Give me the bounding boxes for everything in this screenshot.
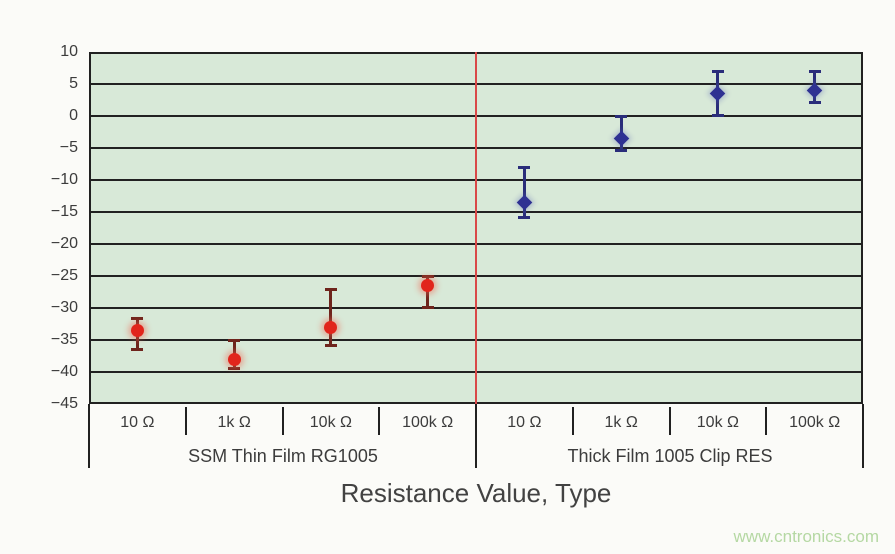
y-axis-tick-label: −35 (50, 331, 78, 348)
y-axis-tick-label: 0 (69, 107, 78, 124)
x-axis-tick-label: 10 Ω (507, 414, 542, 431)
error-bar-cap-bottom (131, 347, 144, 351)
group-label-thin-film: SSM Thin Film RG1005 (188, 446, 378, 466)
x-axis-tick-label: 100k Ω (789, 414, 841, 431)
error-bar-cap-bottom (421, 306, 434, 309)
y-axis-tick-label: 5 (69, 75, 78, 92)
x-axis-tick-label: 100k Ω (402, 414, 454, 431)
error-bar (426, 276, 430, 308)
group-label-thick-film: Thick Film 1005 Clip RES (567, 446, 773, 466)
category-separator (668, 407, 671, 435)
error-bar-cap-bottom (518, 216, 531, 220)
axis-band-group-line (88, 404, 90, 468)
data-point-circle (324, 320, 338, 334)
x-axis-tick-label: 1k Ω (217, 414, 251, 431)
y-axis-tick-label: −5 (59, 139, 78, 156)
error-bar-cap-top (711, 70, 724, 74)
error-bar-cap-bottom (808, 101, 821, 105)
group-divider-line (475, 52, 477, 404)
axis-band-group-line (862, 404, 864, 468)
error-bar-cap-top (518, 166, 531, 170)
y-axis-tick-label: −30 (50, 299, 78, 316)
data-point-circle (227, 352, 241, 366)
error-bar-cap-top (324, 287, 337, 291)
error-bar-cap-bottom (615, 149, 628, 153)
data-point-circle (130, 323, 144, 337)
axis-band-group-line (475, 404, 477, 468)
error-bar-cap-bottom (228, 366, 241, 370)
error-bar-cap-top (615, 115, 628, 118)
y-axis-tick-label: −25 (50, 267, 78, 284)
error-bar-cap-top (808, 70, 821, 74)
category-separator (765, 407, 768, 435)
y-axis-tick-label: −45 (50, 395, 78, 412)
error-bar (522, 167, 526, 219)
y-axis-tick-label: −20 (50, 235, 78, 252)
error-bar (329, 288, 333, 347)
x-axis-tick-label: 10k Ω (309, 414, 352, 431)
x-axis-title: Resistance Value, Type (340, 478, 612, 508)
category-separator (184, 407, 187, 435)
error-bar-cap-bottom (324, 344, 337, 348)
error-bar-cap-bottom (711, 114, 724, 117)
category-separator (571, 407, 574, 435)
x-axis-tick-label: 10k Ω (696, 414, 739, 431)
y-axis-tick-label: −10 (50, 171, 78, 188)
error-bar-cap-top (421, 275, 434, 278)
y-axis-tick-label: 10 (60, 43, 78, 60)
y-axis-tick-label: −40 (50, 363, 78, 380)
x-axis-tick-label: 10 Ω (120, 414, 155, 431)
x-axis-tick-label: 1k Ω (604, 414, 638, 431)
y-axis-tick-label: −15 (50, 203, 78, 220)
watermark: www.cntronics.com (733, 527, 879, 546)
error-bar-cap-top (228, 339, 241, 342)
error-bar-cap-top (131, 316, 144, 320)
category-separator (378, 407, 381, 435)
data-point-circle (421, 279, 435, 293)
category-separator (281, 407, 284, 435)
